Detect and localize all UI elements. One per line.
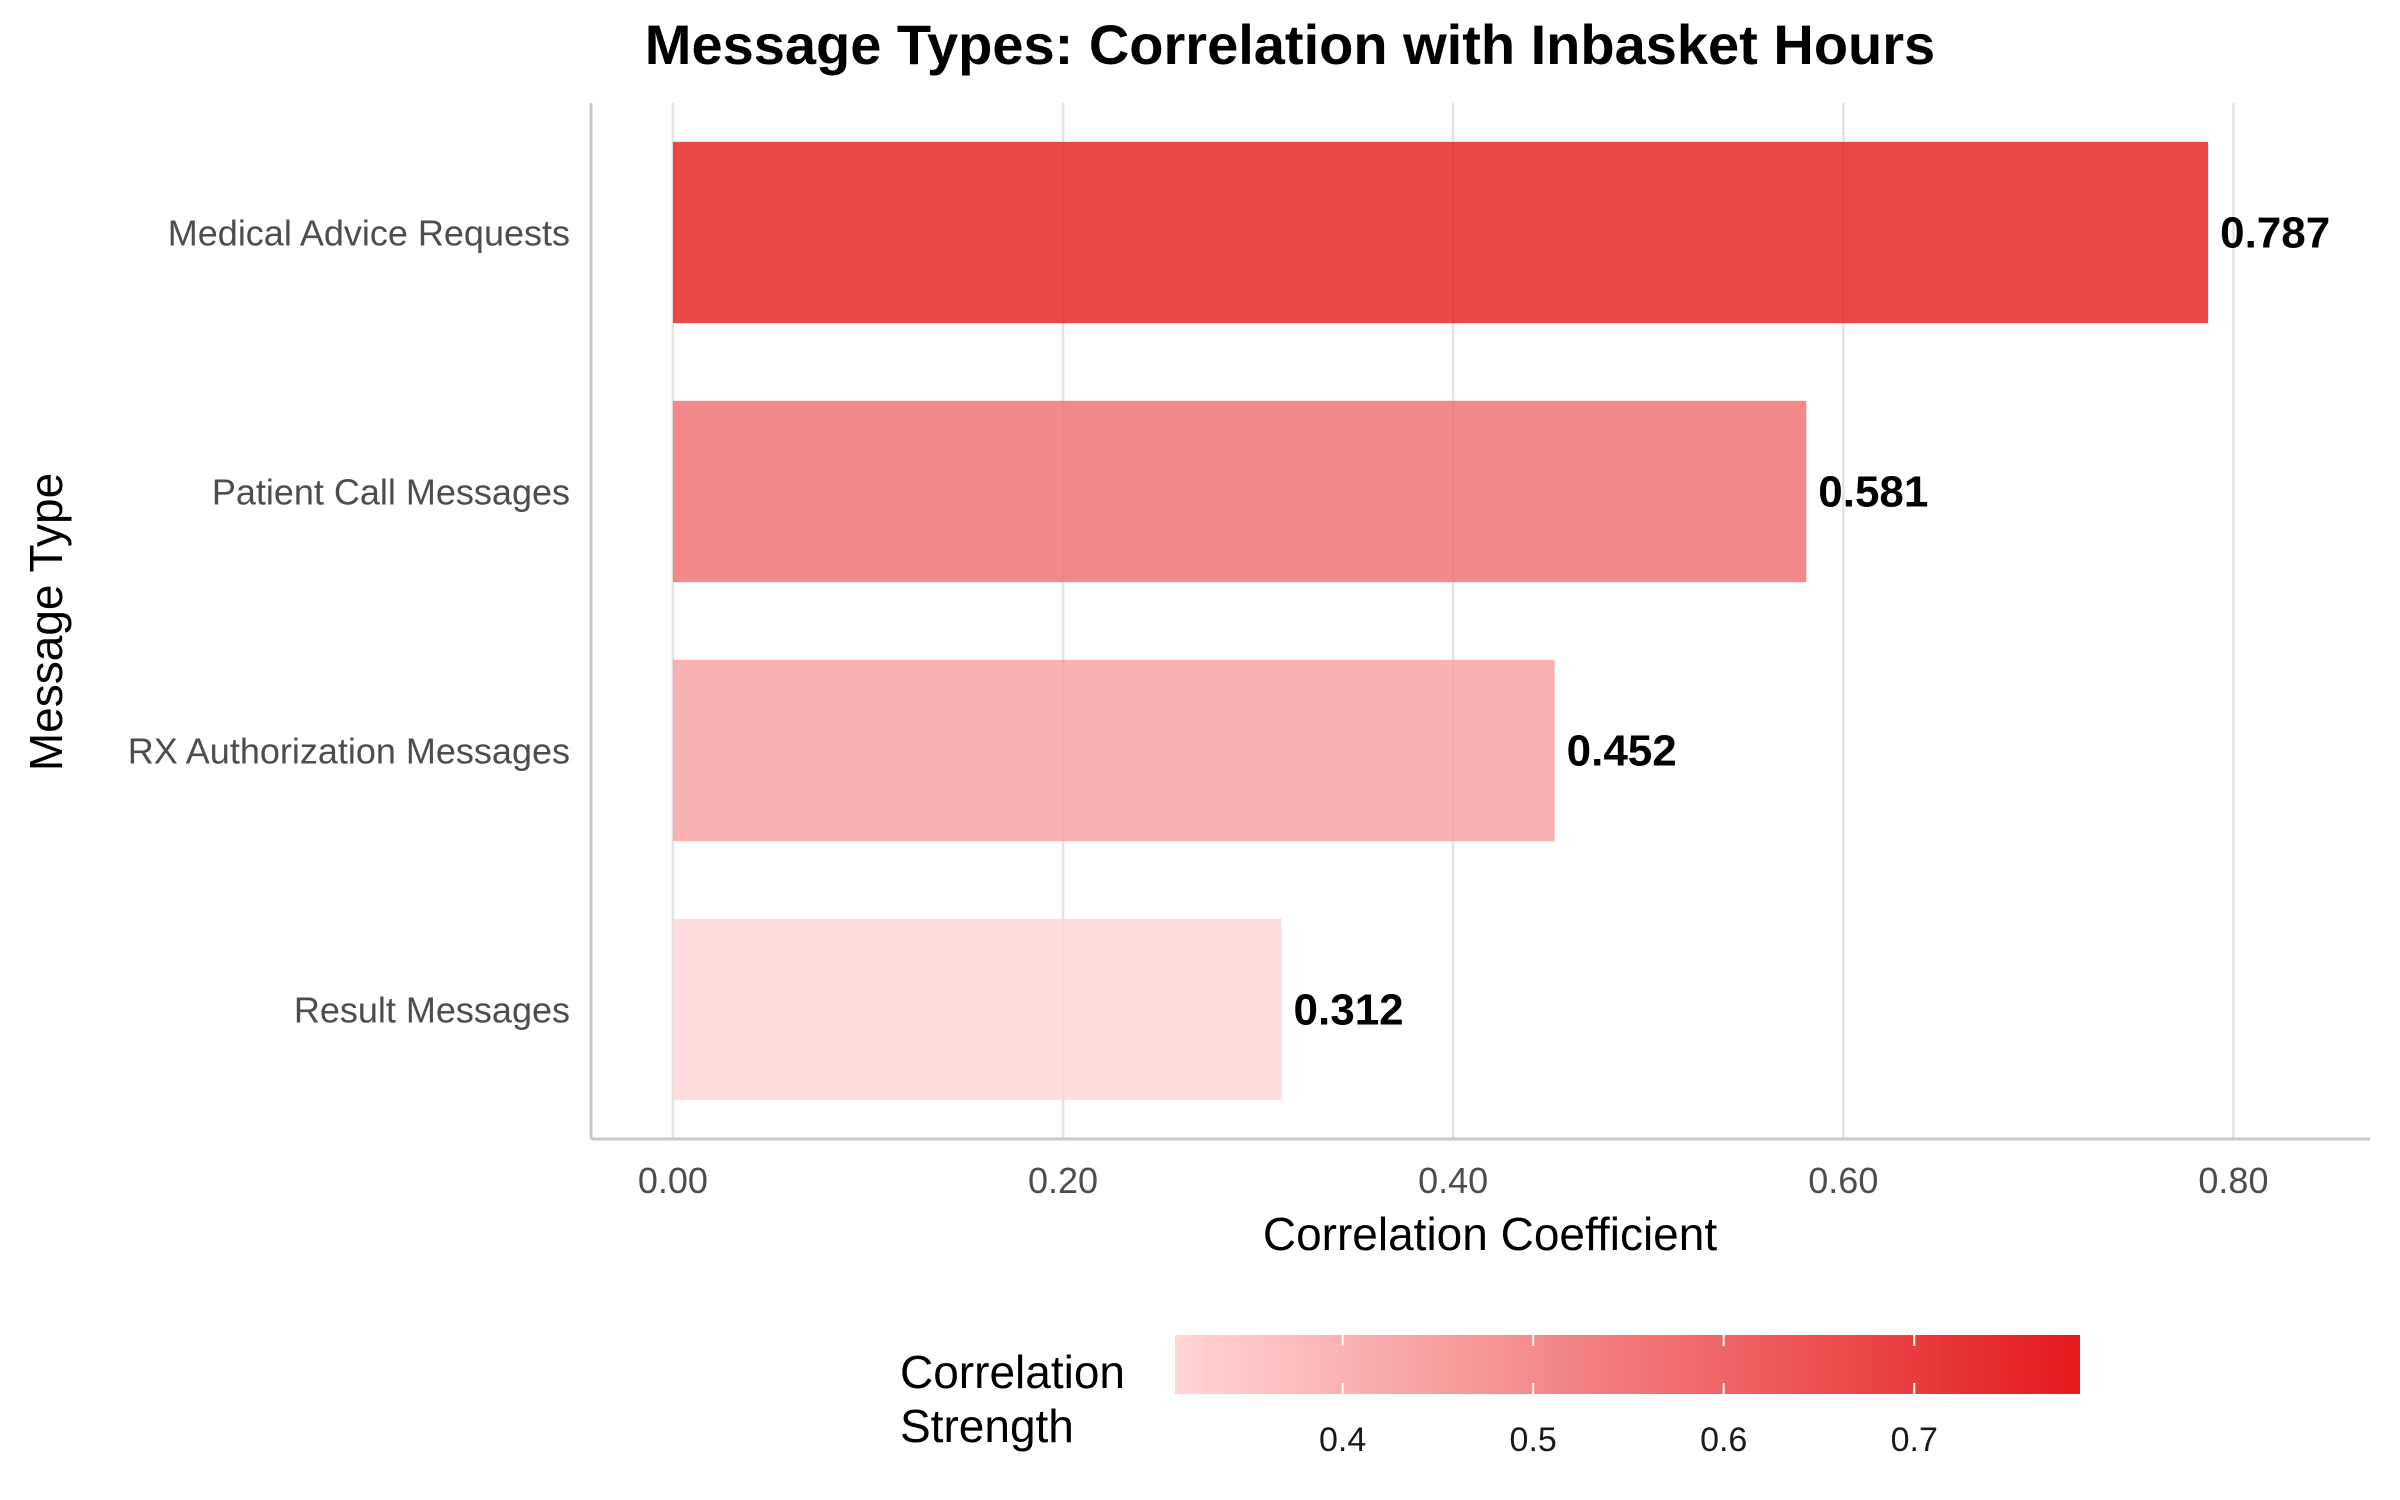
data-labels: 0.787 0.581 0.452 0.312	[1294, 209, 2331, 1035]
x-tick-label: 0.60	[1808, 1160, 1878, 1201]
legend-tick-label: 0.4	[1319, 1421, 1366, 1459]
legend-ticks: 0.4 0.5 0.6 0.7	[1319, 1335, 1938, 1459]
legend-colorbar	[1175, 1335, 2080, 1394]
bar	[672, 918, 1282, 1101]
legend-tick-label: 0.6	[1700, 1421, 1747, 1459]
legend-title: Correlation Strength	[900, 1346, 1138, 1452]
chart-title: Message Types: Correlation with Inbasket…	[645, 13, 1935, 76]
bars	[672, 141, 2209, 1101]
bar	[672, 659, 1555, 842]
legend-tick-label: 0.7	[1891, 1421, 1938, 1459]
bar-value-label: 0.787	[2220, 209, 2330, 258]
legend-title-line-1: Correlation	[900, 1346, 1125, 1398]
bar	[672, 400, 1807, 583]
x-axis-title: Correlation Coefficient	[1263, 1208, 1717, 1260]
x-tick-label: 0.40	[1418, 1160, 1488, 1201]
bar	[672, 141, 2209, 324]
legend-title-line-2: Strength	[900, 1400, 1074, 1452]
x-tick-label: 0.80	[2198, 1160, 2268, 1201]
y-tick-label: RX Authorization Messages	[128, 731, 570, 772]
y-axis-title: Message Type	[20, 473, 72, 771]
y-tick-label: Medical Advice Requests	[168, 213, 570, 254]
y-tick-label: Result Messages	[294, 990, 570, 1031]
bar-value-label: 0.581	[1818, 468, 1928, 517]
y-tick-label: Patient Call Messages	[212, 472, 570, 513]
x-tick-label: 0.00	[638, 1160, 708, 1201]
x-tick-label: 0.20	[1028, 1160, 1098, 1201]
x-axis-tick-labels: 0.00 0.20 0.40 0.60 0.80	[638, 1160, 2269, 1201]
legend: Correlation Strength 0.4 0.5 0.6 0.7	[900, 1335, 2080, 1459]
legend-tick-label: 0.5	[1510, 1421, 1557, 1459]
bar-value-label: 0.312	[1294, 986, 1404, 1035]
y-axis-tick-labels: Medical Advice Requests Patient Call Mess…	[128, 213, 570, 1031]
bar-value-label: 0.452	[1567, 727, 1677, 776]
